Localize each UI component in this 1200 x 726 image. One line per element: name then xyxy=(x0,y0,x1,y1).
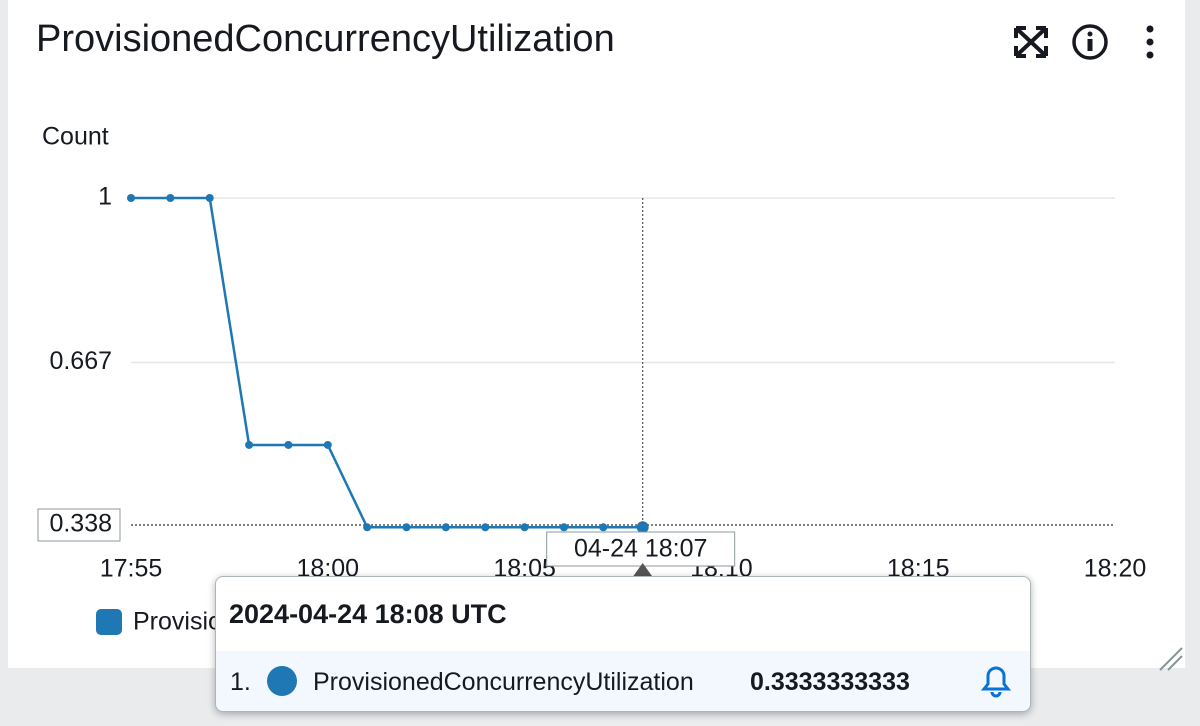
fullscreen-icon[interactable] xyxy=(1014,26,1048,58)
data-point xyxy=(245,440,254,449)
y-tick-box xyxy=(37,508,121,542)
crosshair-label: 04-24 18:07 xyxy=(574,535,707,563)
data-point xyxy=(323,440,332,449)
widget-title: ProvisionedConcurrencyUtilization xyxy=(36,18,615,60)
data-point xyxy=(441,523,450,532)
tooltip-series-name: ProvisionedConcurrencyUtilization xyxy=(313,668,694,696)
data-point xyxy=(363,523,372,532)
data-point xyxy=(599,523,608,532)
y-tick-label: 0.667 xyxy=(49,347,112,375)
tooltip-row: 1. ProvisionedConcurrencyUtilization 0.3… xyxy=(216,651,1030,711)
tooltip-value: 0.3333333333 xyxy=(750,668,910,696)
crosshair-pointer xyxy=(632,563,653,577)
data-point xyxy=(166,194,175,202)
tooltip-marker xyxy=(267,666,297,696)
tooltip: 2024-04-24 18:08 UTC 1. ProvisionedConcu… xyxy=(215,576,1031,712)
data-point xyxy=(636,521,649,534)
data-point xyxy=(127,194,135,202)
data-point xyxy=(559,523,568,532)
data-point xyxy=(520,523,529,532)
x-tick-label: 18:20 xyxy=(1084,555,1147,583)
y-tick-label: 1 xyxy=(98,183,112,211)
tooltip-index: 1. xyxy=(230,668,251,696)
more-icon[interactable] xyxy=(1146,25,1154,59)
info-icon[interactable] xyxy=(1072,24,1108,60)
data-point xyxy=(402,523,411,532)
tooltip-title: 2024-04-24 18:08 UTC xyxy=(229,599,507,629)
data-point xyxy=(284,440,293,449)
data-point xyxy=(481,523,490,532)
legend-swatch xyxy=(96,609,122,635)
y-axis-label: Count xyxy=(42,123,109,151)
x-tick-label: 17:55 xyxy=(100,555,163,583)
resize-handle[interactable] xyxy=(1159,647,1183,671)
alarm-icon[interactable] xyxy=(976,661,1016,701)
series-line xyxy=(131,196,643,529)
y-tick-label: 0.338 xyxy=(49,510,112,538)
data-point xyxy=(205,194,214,202)
